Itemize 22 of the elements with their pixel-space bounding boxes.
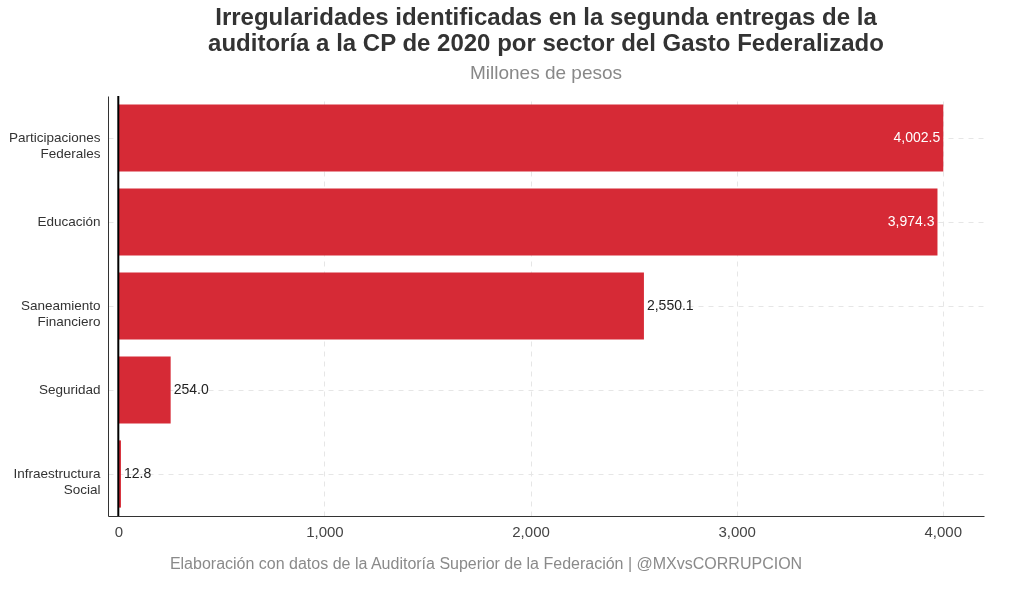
y-tick-label: Participaciones Federales [8,130,101,161]
chart-title: Irregularidades identificadas en la segunda entregas de la auditoría a la CP de 2020 por sector del Gasto Federalizado [208,3,884,56]
y-tick-label: Educación [37,214,101,229]
bar [118,356,171,424]
bar [118,272,644,340]
chart-subtitle: Millones de pesos [469,62,623,83]
x-tick-label: 3,000 [718,522,756,540]
data-label: 254.0 [173,381,209,397]
data-label: 2,550.1 [646,297,694,313]
bar [118,104,944,172]
x-tick-label: 0 [114,522,123,540]
data-label: 4,002.5 [893,129,941,145]
y-tick-label: Infraestructura Social [13,466,101,497]
data-label: 12.8 [123,465,152,481]
x-tick-label: 1,000 [306,522,344,540]
x-tick-label: 4,000 [924,522,963,540]
text: Elaboración con datos de la Auditoría Superior de la Federación | @MXvsCORRUPCION [169,555,803,572]
y-tick-label: Seguridad [38,382,101,397]
y-tick-label: Saneamiento Financiero [20,298,101,329]
x-tick-label: 2,000 [512,522,550,540]
bar [118,188,938,256]
data-label: 3,974.3 [887,213,935,229]
